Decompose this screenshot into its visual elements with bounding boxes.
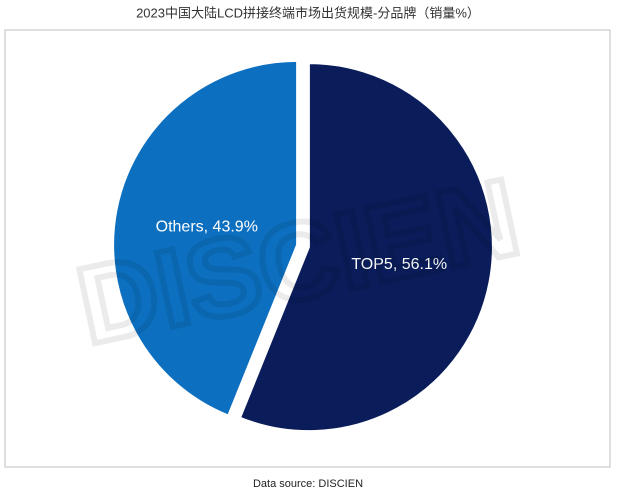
data-label: TOP5, 56.1% bbox=[351, 256, 447, 273]
pie: TOP5, 56.1% Others, 43.9% bbox=[112, 59, 494, 433]
chart-title: 2023中国大陆LCD拼接终端市场出货规模-分品牌（销量%） bbox=[136, 5, 480, 20]
pie-slice bbox=[238, 62, 494, 433]
source-note: Data source: DISCIEN bbox=[253, 478, 363, 490]
pie-slice bbox=[112, 59, 299, 417]
data-label: Others, 43.9% bbox=[156, 219, 258, 236]
